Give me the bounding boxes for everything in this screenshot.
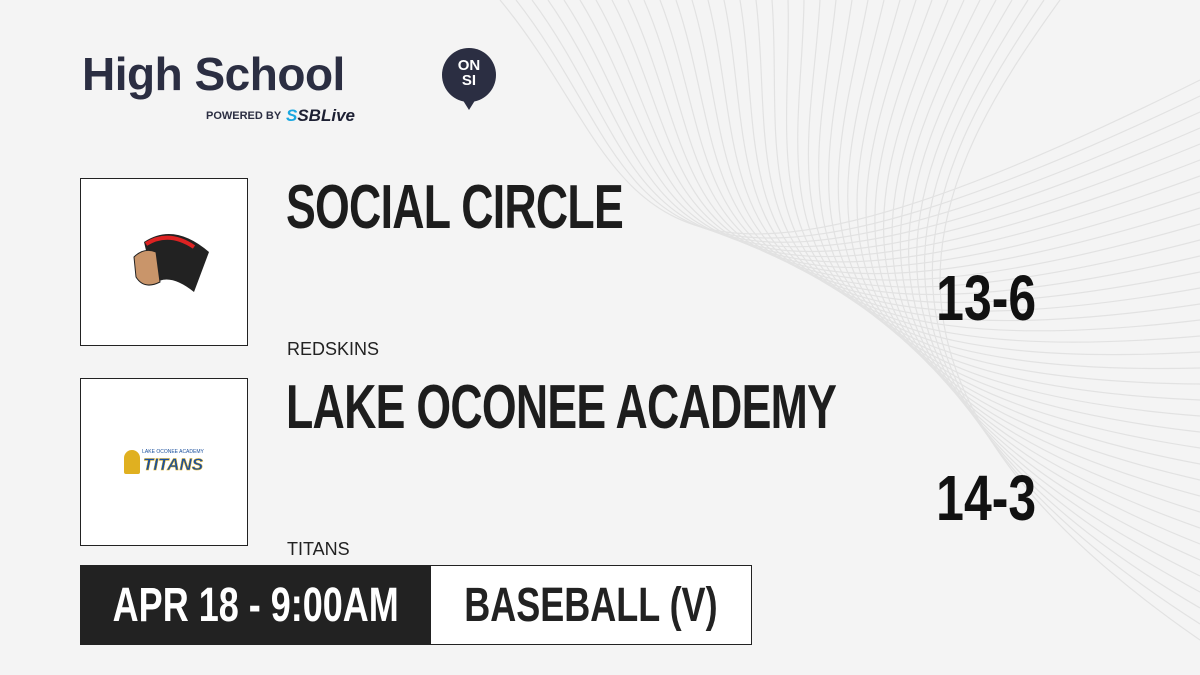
team-name: LAKE OCONEE ACADEMY [286,373,837,442]
on-si-pin-icon: ON SI [442,48,496,110]
wave-line [627,0,1200,275]
spartan-helmet-icon [124,450,141,474]
wave-line [595,0,1200,263]
wave-line [818,0,1200,417]
brand-title: High School [82,48,345,100]
powered-by-label: POWERED BY [206,110,282,122]
wave-line [828,0,1200,433]
game-datetime: APR 18 - 9:00AM [81,566,431,644]
wave-line [908,0,1200,577]
wave-line [931,0,1200,625]
team-logo-social-circle [80,178,248,346]
wave-line [739,0,1200,332]
game-sport: BASEBALL (V) [431,566,751,644]
wave-line [847,0,1200,465]
wave-line [675,0,1200,295]
wave-line [755,0,1200,343]
wave-line [874,0,1200,513]
wave-line [563,0,1200,253]
team-record: 13-6 [936,262,1036,334]
wave-line [547,0,1200,248]
wave-line [807,0,1200,401]
wave-line [939,0,1200,641]
wave-line [785,0,1200,370]
team-record: 14-3 [936,462,1036,534]
team-mascot: REDSKINS [287,339,380,359]
game-info-bar: APR 18 - 9:00AM BASEBALL (V) [80,565,752,645]
wave-line [797,0,1200,385]
wave-line [837,0,1200,449]
wave-line [643,0,1200,281]
wave-line [771,0,1200,356]
wave-line [916,0,1200,593]
chief-headdress-icon [133,234,209,292]
wave-line [531,0,1200,243]
wave-line [923,0,1200,609]
team-mascot: TITANS [287,539,350,559]
wave-line [856,0,1200,481]
wave-line [611,0,1200,269]
wave-line [579,0,1200,258]
titans-logo: LAKE OCONEE ACADEMY TITANS [124,449,204,475]
team-name: SOCIAL CIRCLE [286,173,624,242]
wave-line [882,0,1200,529]
wave-line [891,0,1200,545]
wave-line [691,0,1200,304]
wave-line [515,0,1200,239]
wave-line [723,0,1200,322]
team-logo-lake-oconee: LAKE OCONEE ACADEMY TITANS [80,378,248,546]
wave-line [659,0,1200,288]
wave-line [499,0,1200,235]
sblive-logo: SSBLive [286,106,355,125]
wave-line [899,0,1200,561]
wave-line [865,0,1200,497]
wave-line [707,0,1200,312]
